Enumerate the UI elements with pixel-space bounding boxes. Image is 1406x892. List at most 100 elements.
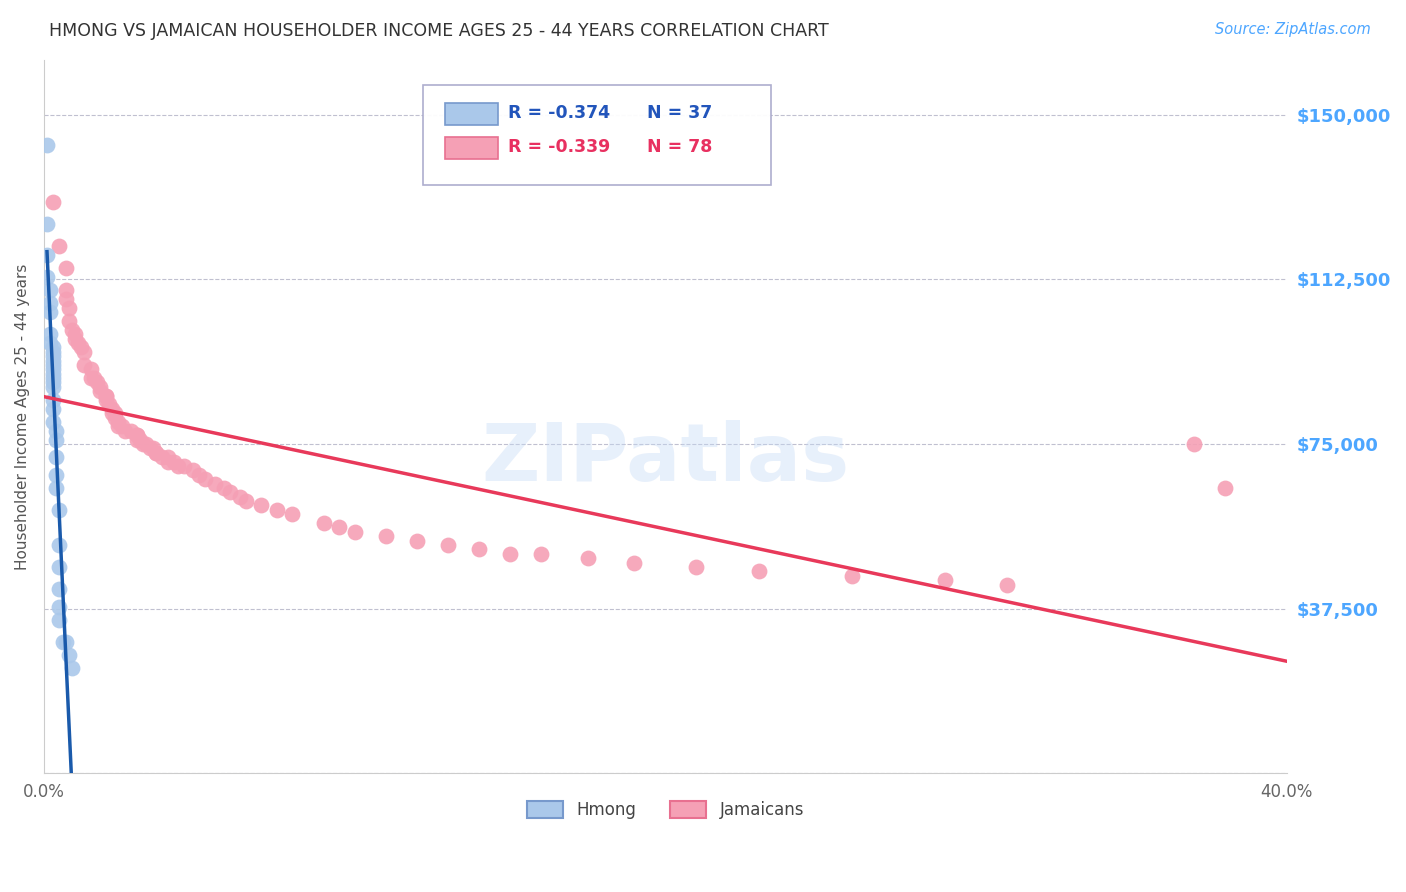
Point	[101, 401, 124, 416]
Point	[166, 458, 188, 473]
Point	[94, 389, 117, 403]
Point	[748, 565, 770, 579]
Point	[142, 442, 165, 456]
Point	[127, 433, 149, 447]
Point	[60, 323, 83, 337]
Point	[35, 217, 58, 231]
Point	[48, 560, 70, 574]
Point	[67, 335, 90, 350]
Point	[157, 454, 180, 468]
Point	[55, 634, 77, 648]
Point	[55, 292, 77, 306]
Point	[58, 314, 80, 328]
Point	[934, 573, 956, 587]
Point	[343, 524, 366, 539]
Point	[212, 481, 235, 495]
Point	[79, 371, 101, 385]
Point	[60, 661, 83, 675]
Point	[107, 419, 129, 434]
Point	[374, 529, 396, 543]
Point	[42, 358, 65, 372]
Point	[42, 392, 65, 407]
Point	[39, 283, 62, 297]
Point	[42, 380, 65, 394]
Point	[39, 305, 62, 319]
Point	[841, 568, 863, 582]
Point	[188, 467, 211, 482]
Point	[219, 485, 242, 500]
Y-axis label: Householder Income Ages 25 - 44 years: Householder Income Ages 25 - 44 years	[15, 263, 30, 570]
Point	[98, 397, 121, 411]
Point	[145, 446, 167, 460]
Point	[204, 476, 226, 491]
Point	[39, 335, 62, 350]
Point	[129, 433, 152, 447]
Text: R = -0.339: R = -0.339	[508, 138, 610, 156]
Point	[145, 446, 167, 460]
Point	[42, 367, 65, 381]
Point	[48, 538, 70, 552]
Point	[39, 296, 62, 310]
Point	[35, 270, 58, 285]
Point	[250, 499, 273, 513]
Point	[89, 384, 111, 399]
Point	[127, 428, 149, 442]
Point	[107, 415, 129, 429]
Point	[55, 261, 77, 276]
Point	[157, 450, 180, 464]
Point	[42, 353, 65, 368]
Point	[499, 547, 522, 561]
Point	[132, 437, 155, 451]
Point	[120, 424, 142, 438]
Point	[135, 437, 157, 451]
Text: ZIPatlas: ZIPatlas	[481, 420, 849, 499]
Point	[228, 490, 250, 504]
Point	[86, 376, 108, 390]
Point	[94, 392, 117, 407]
Point	[94, 389, 117, 403]
Point	[1182, 437, 1205, 451]
Legend: Hmong, Jamaicans: Hmong, Jamaicans	[520, 794, 811, 826]
Point	[58, 648, 80, 662]
Text: R = -0.374: R = -0.374	[508, 104, 610, 122]
Point	[73, 358, 96, 372]
Point	[150, 450, 173, 464]
Point	[468, 542, 491, 557]
Point	[45, 467, 67, 482]
Point	[110, 419, 132, 434]
Point	[42, 195, 65, 210]
Point	[63, 332, 86, 346]
Point	[79, 362, 101, 376]
Point	[173, 458, 195, 473]
Point	[48, 239, 70, 253]
Point	[35, 138, 58, 153]
Point	[995, 577, 1018, 591]
Point	[405, 533, 427, 548]
FancyBboxPatch shape	[446, 137, 498, 159]
FancyBboxPatch shape	[423, 85, 770, 185]
Point	[181, 463, 204, 477]
Point	[328, 520, 350, 534]
Point	[83, 371, 105, 385]
Point	[73, 344, 96, 359]
Point	[530, 547, 553, 561]
Point	[42, 415, 65, 429]
Point	[437, 538, 460, 552]
Point	[576, 551, 599, 566]
Point	[48, 582, 70, 596]
Point	[127, 428, 149, 442]
Point	[194, 472, 217, 486]
Point	[70, 340, 93, 354]
Point	[266, 503, 288, 517]
Point	[58, 301, 80, 315]
Point	[89, 380, 111, 394]
Point	[39, 327, 62, 342]
Point	[63, 327, 86, 342]
Point	[51, 634, 73, 648]
Point	[42, 340, 65, 354]
Point	[101, 406, 124, 420]
Point	[45, 424, 67, 438]
Point	[35, 248, 58, 262]
Point	[163, 454, 186, 468]
Point	[235, 494, 257, 508]
